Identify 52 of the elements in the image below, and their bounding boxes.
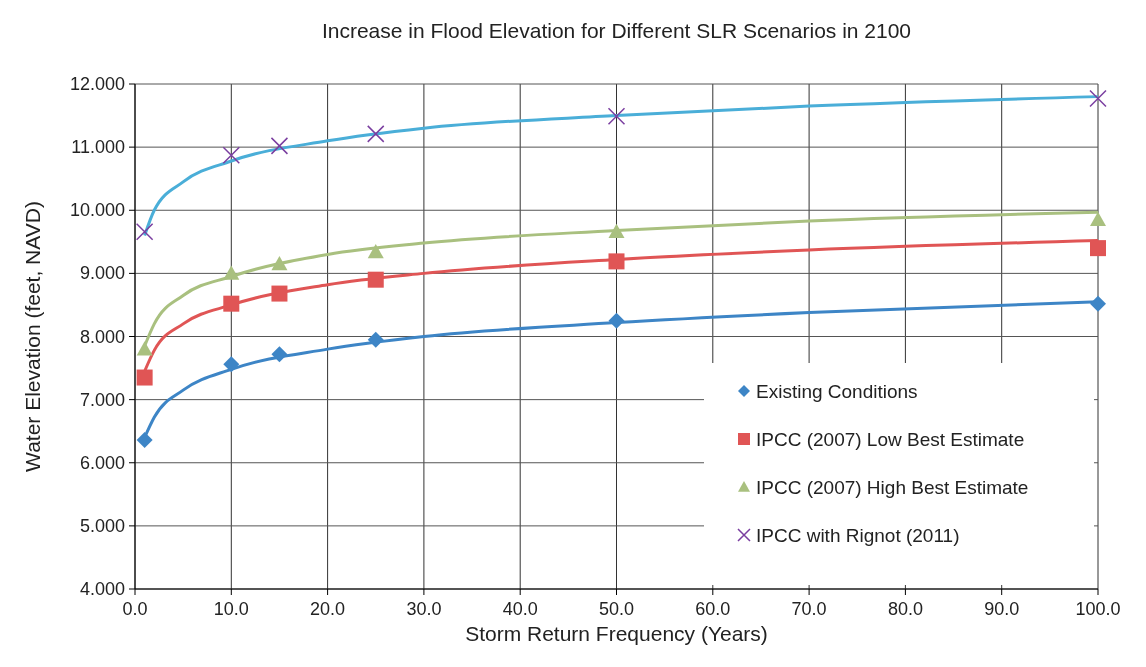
point [271,285,288,302]
x-tick-label: 10.0 [213,599,249,619]
x-tick-label: 20.0 [310,599,346,619]
y-tick-label: 10.000 [69,200,125,221]
x-tick-label: 30.0 [406,599,442,619]
x-tick-label: 70.0 [791,599,827,619]
point [222,146,241,165]
point [367,331,384,348]
point [367,125,385,143]
point [1090,240,1106,257]
y-tick-label: 7.000 [79,389,125,410]
point [223,356,240,373]
point [136,341,153,356]
point [271,255,288,271]
x-tick-label: 50.0 [598,599,635,619]
line-series [143,95,1100,237]
point [223,295,240,312]
x-tick-label: 40.0 [502,599,538,619]
y-tick-label: 9.000 [79,263,125,284]
point [135,222,154,241]
legend-label: IPCC (2007) High Best Estimate [756,477,1029,498]
point [607,107,626,125]
x-tick-label: 90.0 [984,599,1020,619]
point [1090,211,1106,227]
y-tick-label: 6.000 [79,452,125,473]
point [271,346,288,363]
x-tick-label: 100.0 [1075,599,1121,619]
y-tick-label: 8.000 [79,326,125,347]
point [270,137,289,155]
x-tick-label: 0.0 [122,599,148,619]
x-axis-title: Storm Return Frequency (Years) [465,622,768,645]
point [367,271,384,288]
point [608,312,625,329]
y-tick-label: 12.000 [69,74,125,94]
point [1089,89,1107,108]
point [1090,295,1106,312]
x-tick-label: 80.0 [887,599,923,619]
legend-label: IPCC (2007) Low Best Estimate [756,429,1025,450]
chart-title: Increase in Flood Elevation for Different SLR Scenarios in 2100 [321,19,912,42]
point [367,243,384,259]
x-tick-label: 60.0 [695,599,731,619]
y-tick-label: 11.000 [71,137,125,158]
point [223,265,240,280]
legend-label: IPCC with Rignot (2011) [756,525,960,546]
point [136,432,153,449]
y-tick-label: 4.000 [79,579,125,599]
y-tick-label: 5.000 [79,515,125,536]
y-axis-title: Water Elevation (feet, NAVD) [21,201,44,472]
point [608,253,625,270]
point [136,369,153,386]
legend-label: Existing Conditions [756,381,918,402]
point [608,223,625,239]
